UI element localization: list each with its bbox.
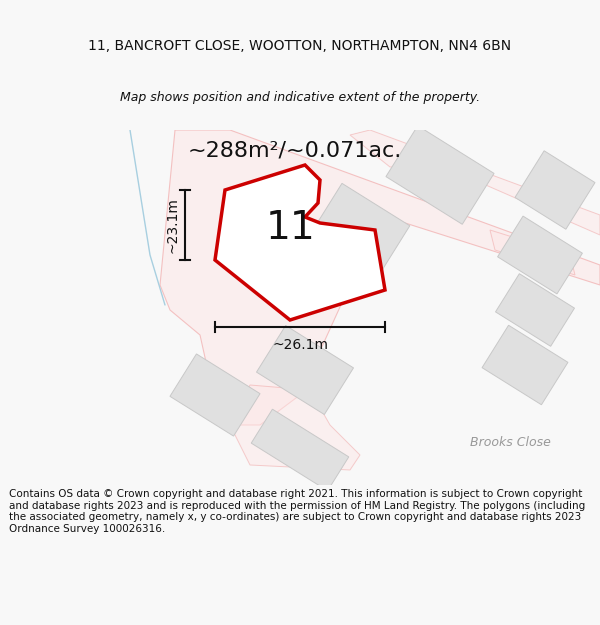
Text: ~26.1m: ~26.1m — [272, 338, 328, 352]
Polygon shape — [251, 409, 349, 491]
Polygon shape — [497, 216, 583, 294]
Polygon shape — [215, 165, 385, 320]
Polygon shape — [496, 274, 574, 346]
Text: 11, BANCROFT CLOSE, WOOTTON, NORTHAMPTON, NN4 6BN: 11, BANCROFT CLOSE, WOOTTON, NORTHAMPTON… — [88, 39, 512, 52]
Text: Brooks Close: Brooks Close — [470, 436, 550, 449]
Text: ~23.1m: ~23.1m — [166, 197, 180, 253]
Text: Contains OS data © Crown copyright and database right 2021. This information is : Contains OS data © Crown copyright and d… — [9, 489, 585, 534]
Polygon shape — [230, 385, 360, 470]
Polygon shape — [515, 151, 595, 229]
Polygon shape — [482, 325, 568, 405]
Polygon shape — [170, 354, 260, 436]
Polygon shape — [160, 130, 600, 425]
Polygon shape — [257, 326, 353, 414]
Text: Map shows position and indicative extent of the property.: Map shows position and indicative extent… — [120, 91, 480, 104]
Polygon shape — [490, 230, 575, 275]
Polygon shape — [386, 126, 494, 224]
Text: 11: 11 — [266, 209, 316, 247]
Text: ~288m²/~0.071ac.: ~288m²/~0.071ac. — [188, 140, 402, 160]
Polygon shape — [350, 130, 600, 235]
Polygon shape — [310, 183, 410, 277]
